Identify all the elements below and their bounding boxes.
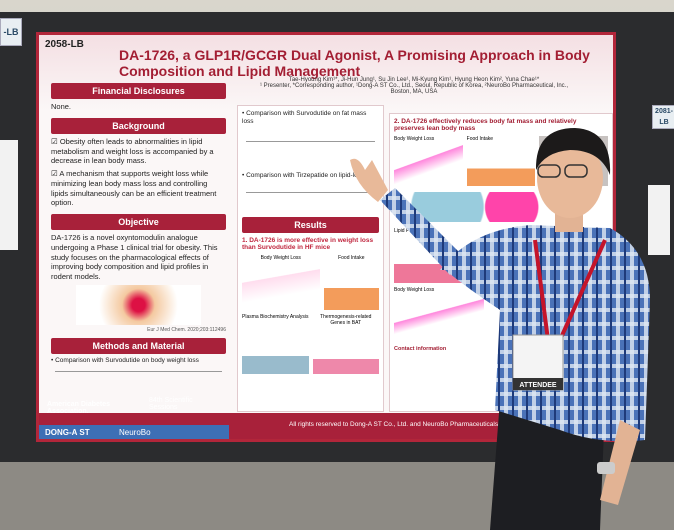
glasses <box>537 164 561 178</box>
lanyard <box>533 239 607 341</box>
logo: NeuroBo <box>119 428 151 437</box>
face <box>537 138 603 218</box>
section-heading: Financial Disclosures <box>51 83 226 99</box>
panel-row: Plasma Biochemistry Analysis Thermogenes… <box>242 314 379 375</box>
poster-title: DA-1726, a GLP1R/GCGR Dual Agonist, A Pr… <box>119 47 590 79</box>
section-heading: Results <box>242 217 379 234</box>
text: Comparison with Tirzepatide on lipid-low… <box>246 171 377 179</box>
rights: All rights reserved to Dong-A ST Co., Lt… <box>289 421 513 428</box>
timeline <box>246 192 375 213</box>
logo: DONG-A ST <box>45 428 90 437</box>
neighbor-poster <box>648 185 670 255</box>
hand <box>350 158 388 202</box>
poster-id: 2058-LB <box>45 39 84 50</box>
timeline <box>246 140 375 168</box>
subheading: 2. DA-1726 effectively reduces body fat … <box>394 118 577 132</box>
middle-column: • Comparison with Survodutide on fat mas… <box>237 105 384 412</box>
author-list: Tae-Hyoung Kim¹*, Ji-Hun Jung¹, Su Jin L… <box>288 77 540 83</box>
text: None. <box>51 102 72 111</box>
subheading: 1. DA-1726 is more effective in weight l… <box>242 237 374 252</box>
neighbor-label: -LB <box>0 18 22 46</box>
footer-logos <box>39 425 229 439</box>
text: Comparison with Survodutide on body weig… <box>55 356 199 364</box>
text: Obesity often leads to abnormalities in … <box>51 136 214 166</box>
text: A mechanism that supports weight loss wh… <box>51 169 217 208</box>
section-heading: Methods and Material <box>51 337 226 354</box>
left-column: Financial Disclosures None. Background ☑… <box>51 83 226 400</box>
authors: Tae-Hyoung Kim¹*, Ji-Hun Jung¹, Su Jin L… <box>249 77 579 95</box>
forearm <box>600 420 640 505</box>
citation: Eur J Med Chem. 2020;203:112496 <box>147 326 226 333</box>
badge-strip <box>513 378 563 390</box>
panel: Body Weight Loss <box>394 136 463 186</box>
section-heading: Background <box>51 117 226 134</box>
panel: Body Weight Loss <box>242 255 320 311</box>
sessions: 84th Scientific Sessions <box>149 397 193 411</box>
shirt <box>440 225 650 442</box>
panel: Food Intake <box>323 255 379 311</box>
panel: Plasma Biochemistry Analysis <box>242 314 309 375</box>
bullet: • Comparison with Survodutide on fat mas… <box>242 110 367 126</box>
affiliations: ¹ Presenter, *Corresponding author, ¹Don… <box>259 83 569 95</box>
diagram <box>76 284 201 325</box>
arm <box>380 188 462 275</box>
panel: Food Intake <box>466 136 536 186</box>
neighbor-label: 2081-LB <box>652 105 674 129</box>
panel-row: Body Weight Loss Food Intake <box>242 255 379 311</box>
watch <box>597 462 615 474</box>
glasses <box>564 164 588 178</box>
bullet: ☑ A mechanism that supports weight loss … <box>51 169 217 208</box>
contact: Contact information <box>394 346 447 352</box>
ada-logo: American Diabetes Association. <box>47 401 111 415</box>
bullet: • Comparison with Tirzepatide on lipid-l… <box>242 171 377 179</box>
panel: Thermogenesis-related Genes in BAT <box>312 314 379 375</box>
section-heading: Objective <box>51 214 226 230</box>
hair <box>535 128 611 175</box>
bullet: • Comparison with Survodutide on body we… <box>51 356 199 364</box>
panel: Body Weight Loss <box>394 287 484 342</box>
text: Comparison with Survodutide on fat mass … <box>242 110 367 126</box>
timeline <box>55 371 222 394</box>
neighbor-poster <box>0 140 18 250</box>
bullet: ☑ Obesity often leads to abnormalities i… <box>51 136 214 166</box>
badge-label: ATTENDEE <box>519 382 557 389</box>
text: DA-1726 is a novel oxyntomodulin analogu… <box>51 233 218 281</box>
